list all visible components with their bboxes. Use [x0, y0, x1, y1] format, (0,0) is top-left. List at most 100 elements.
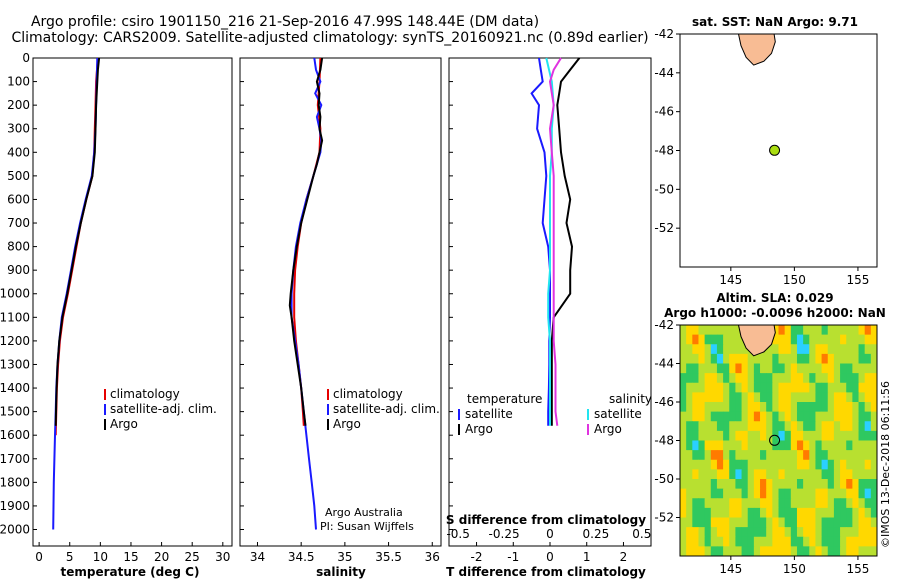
sla-cell: [784, 527, 792, 538]
sla-cell: [698, 488, 706, 499]
sla-cell: [790, 353, 798, 364]
sla-cell: [815, 507, 823, 518]
sla-map-title1: Altim. SLA: 0.029: [716, 291, 833, 305]
sla-cell: [729, 527, 736, 538]
x-tick-label: 5: [66, 550, 74, 564]
sla-cell: [784, 488, 792, 499]
sla-cell: [729, 402, 736, 413]
sla-cell: [827, 440, 835, 451]
sla-cell: [803, 411, 810, 422]
sla-cell: [784, 421, 792, 432]
sla-cell: [723, 517, 730, 528]
sla-cell: [809, 411, 816, 422]
sla-cell: [852, 430, 860, 441]
sla-cell: [753, 363, 761, 374]
sla-cell: [821, 344, 829, 355]
sla-cell: [760, 373, 767, 384]
sla-cell: [846, 517, 853, 528]
sla-cell: [852, 373, 860, 384]
sla-cell: [680, 450, 687, 461]
sla-cell: [772, 498, 779, 509]
sla-cell: [735, 373, 743, 384]
sla-cell: [729, 507, 736, 518]
sla-cell: [858, 488, 866, 499]
sla-cell: [790, 517, 798, 528]
sla-cell: [741, 344, 749, 355]
sla-cell: [729, 353, 736, 364]
sla-cell: [698, 498, 706, 509]
sla-cell: [852, 344, 860, 355]
sla-cell: [710, 507, 718, 518]
depth-tick-label: 500: [7, 169, 30, 183]
sla-cell: [723, 430, 730, 441]
sla-cell: [821, 392, 829, 403]
sla-cell: [852, 527, 860, 538]
sla-cell: [858, 430, 866, 441]
sla-cell: [741, 373, 749, 384]
sla-cell: [686, 488, 693, 499]
sla-cell: [840, 353, 847, 364]
lat-tick-label: -42: [654, 318, 674, 332]
sla-cell: [753, 536, 761, 547]
sla-cell: [790, 344, 798, 355]
lat-tick-label: -46: [654, 105, 674, 119]
s-tick-label: 0: [546, 527, 554, 541]
sla-cell: [784, 353, 792, 364]
sla-cell: [864, 469, 872, 480]
s-tick-label: 0.5: [632, 527, 651, 541]
sla-cell: [840, 363, 847, 374]
sla-cell: [772, 488, 779, 499]
sla-cell: [870, 517, 878, 528]
sla-cell: [753, 430, 761, 441]
sla-cell: [772, 430, 779, 441]
sla-cell: [735, 479, 743, 490]
sla-cell: [710, 334, 718, 345]
sla-cell: [796, 411, 804, 422]
sla-cell: [846, 392, 853, 403]
sla-cell: [729, 334, 736, 345]
sla-cell: [858, 421, 866, 432]
sla-cell: [729, 488, 736, 499]
sla-cell: [716, 459, 724, 470]
lat-tick-label: -48: [654, 144, 674, 158]
legend-label-0: climatology: [110, 387, 180, 401]
sla-cell: [698, 479, 706, 490]
sla-cell: [698, 527, 706, 538]
sla-cell: [852, 507, 860, 518]
sla-cell: [686, 421, 693, 432]
sla-cell: [741, 430, 749, 441]
sla-cell: [827, 517, 835, 528]
sla-cell: [846, 527, 853, 538]
sla-cell: [698, 402, 706, 413]
sla-cell: [778, 411, 786, 422]
sla-cell: [723, 459, 730, 470]
sst-map-panel: -42 -44 -46 -48 -50 -52 145 150 155: [654, 27, 878, 287]
sla-cell: [809, 353, 816, 364]
diff-legend-t-label-1: Argo: [465, 422, 493, 436]
sla-cell: [796, 479, 804, 490]
sla-cell: [803, 344, 810, 355]
diff-series-t-satellite: [530, 57, 551, 426]
sla-map-title2: Argo h1000: -0.0096 h2000: NaN: [664, 306, 886, 320]
salinity-xlabel: salinity: [316, 565, 366, 579]
sla-cell: [778, 421, 786, 432]
sla-cell: [840, 430, 847, 441]
sla-cell: [766, 488, 773, 499]
sla-cell: [815, 479, 823, 490]
x-tick-label: 30: [215, 550, 230, 564]
sla-cell: [747, 373, 755, 384]
sla-cell: [840, 325, 847, 336]
sla-cell: [846, 373, 853, 384]
sla-cell: [760, 546, 767, 557]
salinity-frame: [239, 57, 442, 547]
sla-cell: [741, 527, 749, 538]
sla-cell: [680, 546, 687, 557]
sla-cell: [821, 334, 829, 345]
sla-cell: [864, 411, 872, 422]
depth-tick-label: 800: [7, 240, 30, 254]
difference-panel: -2 -1 0 1 2 -0.5 -0.25 0 0.25 0.5 temperature salin…: [446, 57, 652, 564]
temperature-frame: [32, 57, 233, 547]
sla-cell: [790, 392, 798, 403]
sla-cell: [710, 353, 718, 364]
sla-cell: [870, 402, 878, 413]
